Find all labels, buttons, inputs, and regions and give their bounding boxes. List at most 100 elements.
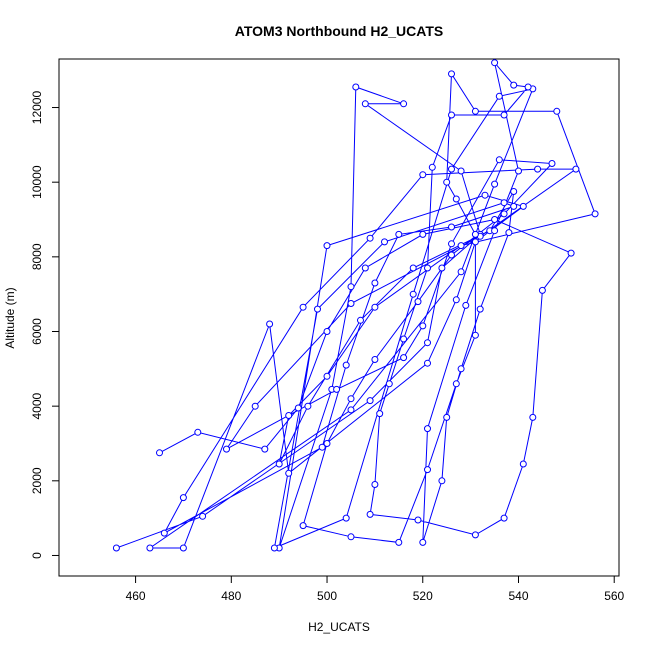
chart-title: ATOM3 Northbound H2_UCATS xyxy=(235,23,443,39)
y-tick-label: 12000 xyxy=(30,91,44,125)
data-point xyxy=(333,385,341,393)
data-point xyxy=(285,469,293,477)
data-point xyxy=(419,230,427,238)
data-point xyxy=(452,380,460,388)
data-point xyxy=(323,328,331,335)
data-point xyxy=(443,413,451,421)
data-point xyxy=(452,195,460,203)
data-point xyxy=(495,92,503,100)
data-point xyxy=(366,397,374,405)
data-point xyxy=(471,238,479,246)
data-point xyxy=(548,160,556,167)
data-point xyxy=(376,410,384,418)
data-point xyxy=(500,210,508,218)
x-axis-label: H2_UCATS xyxy=(308,620,370,634)
data-point xyxy=(419,171,427,179)
data-point xyxy=(491,59,499,67)
data-point xyxy=(323,242,331,250)
data-point xyxy=(261,445,269,453)
data-point xyxy=(448,223,455,231)
data-point xyxy=(572,165,580,173)
series-line xyxy=(116,62,596,549)
data-point xyxy=(385,380,393,388)
data-point xyxy=(400,335,408,343)
data-point xyxy=(500,111,508,119)
y-tick-label: 0 xyxy=(30,552,44,559)
x-axis: 460 480 500 520 540 560 xyxy=(126,576,625,603)
data-point xyxy=(357,316,364,324)
data-point xyxy=(223,445,230,453)
data-point xyxy=(457,242,465,250)
data-point xyxy=(491,227,499,235)
data-point xyxy=(448,251,455,259)
data-point xyxy=(500,199,508,207)
y-tick-label: 6000 xyxy=(30,318,44,345)
data-point xyxy=(318,443,326,451)
data-point xyxy=(419,538,427,546)
x-tick-label: 560 xyxy=(604,589,624,603)
data-point xyxy=(438,477,446,485)
data-point xyxy=(275,460,283,468)
data-point xyxy=(457,167,465,175)
data-point xyxy=(515,167,522,175)
y-tick-label: 4000 xyxy=(30,392,44,419)
data-point xyxy=(352,83,360,91)
data-point xyxy=(251,402,259,410)
x-tick-label: 520 xyxy=(413,589,433,603)
data-point xyxy=(500,514,508,522)
data-point xyxy=(266,320,274,328)
data-point xyxy=(347,533,355,541)
data-point xyxy=(366,234,374,242)
data-point xyxy=(409,264,417,272)
data-point xyxy=(347,283,355,291)
data-point xyxy=(452,296,460,304)
data-point xyxy=(462,301,470,309)
data-point xyxy=(366,510,374,518)
data-point xyxy=(160,529,168,537)
data-point xyxy=(299,522,307,530)
data-point xyxy=(419,322,427,330)
data-point xyxy=(510,81,518,89)
data-point xyxy=(443,178,451,186)
data-point xyxy=(529,413,537,421)
plot-frame xyxy=(58,58,620,577)
data-point xyxy=(112,544,120,552)
data-point xyxy=(285,412,293,419)
data-point xyxy=(491,216,499,223)
data-point xyxy=(591,210,599,218)
data-point xyxy=(424,264,431,272)
data-point xyxy=(481,191,489,199)
data-point xyxy=(448,240,455,248)
data-point xyxy=(495,156,503,164)
data-point xyxy=(471,531,479,539)
data-point xyxy=(457,365,465,373)
data-point xyxy=(471,331,479,339)
series-markers xyxy=(112,59,599,552)
data-point xyxy=(314,305,321,313)
data-point xyxy=(424,466,431,474)
data-point xyxy=(553,107,561,115)
data-point xyxy=(395,538,403,546)
data-point xyxy=(448,111,455,119)
data-point xyxy=(371,481,379,488)
data-point xyxy=(371,303,379,311)
data-point xyxy=(428,163,436,171)
x-tick-label: 480 xyxy=(221,589,241,603)
y-tick-label: 2000 xyxy=(30,467,44,494)
y-axis-label: Altitude (m) xyxy=(3,287,17,348)
data-point xyxy=(347,406,355,414)
data-point xyxy=(414,516,422,524)
data-point xyxy=(371,356,379,363)
data-point xyxy=(156,449,163,457)
data-point xyxy=(299,303,307,311)
y-axis: 0 2000 4000 6000 8000 10000 12000 xyxy=(30,91,59,559)
data-point xyxy=(491,180,499,188)
data-point xyxy=(194,428,202,436)
data-point xyxy=(424,425,431,433)
data-point xyxy=(146,544,154,552)
y-tick-label: 10000 xyxy=(30,165,44,199)
data-point xyxy=(179,544,187,552)
data-point xyxy=(519,460,527,468)
data-point xyxy=(538,286,546,294)
